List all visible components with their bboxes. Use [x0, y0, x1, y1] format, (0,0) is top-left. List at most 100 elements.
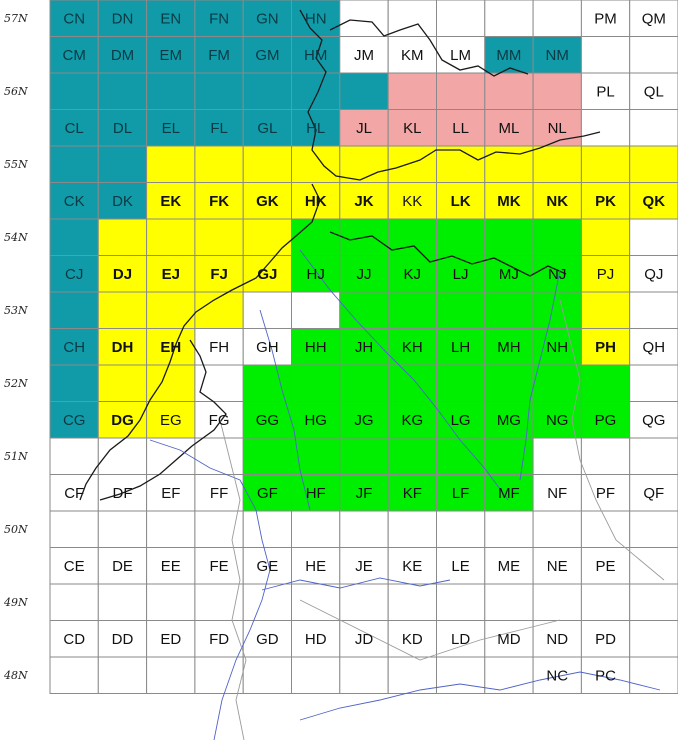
grid-cell [97, 72, 148, 110]
grid-label-kg: KG [401, 412, 423, 429]
river-weser [259, 309, 311, 511]
grid-label-hf: HF [306, 485, 326, 502]
grid-label-ef: EF [161, 485, 180, 502]
grid-label-pd: PD [595, 631, 616, 648]
grid-cell [580, 291, 631, 329]
grid-cell [580, 437, 631, 475]
grid-cell [387, 510, 438, 548]
river-main [261, 577, 451, 591]
grid-label-fg: FG [209, 412, 230, 429]
grid-cell [436, 255, 486, 293]
grid-cell [387, 36, 438, 74]
latitude-labels: 57N 56N 55N 54N 53N 52N 51N 50N 49N 48N [3, 12, 28, 682]
grid-cell [629, 656, 678, 694]
grid-label-me: ME [498, 558, 521, 575]
grid-cell [580, 36, 631, 74]
grid-cell [49, 474, 99, 512]
grid-cell [97, 145, 148, 183]
grid-cell [532, 364, 582, 402]
grid-label-jh: JH [355, 339, 373, 356]
grid-label-nd: ND [546, 631, 568, 648]
grid-cell [387, 620, 438, 658]
grid-cell [484, 145, 534, 183]
grid-cell [339, 510, 389, 548]
grid-label-lm: LM [450, 47, 471, 64]
grid-cell [580, 218, 631, 256]
grid-label-hh: HH [305, 339, 327, 356]
grid-label-cg: CG [63, 412, 86, 429]
grid-cell [242, 291, 292, 329]
grid-cell [97, 109, 148, 147]
grid-cell [242, 510, 292, 548]
grid-cell [387, 291, 438, 329]
grid-label-ml: ML [498, 120, 519, 137]
grid-label-cj: CJ [65, 266, 83, 283]
grid-label-ej: EJ [162, 266, 180, 283]
grid-cell [146, 72, 196, 110]
grid-label-nl: NL [548, 120, 567, 137]
grid-cell [146, 510, 196, 548]
grid-cell [580, 620, 631, 658]
grid-cell [242, 145, 292, 183]
grid-label-kd: KD [402, 631, 423, 648]
grid-cell [242, 218, 292, 256]
grid-label-cl: CL [65, 120, 84, 137]
grid-label-hj: HJ [307, 266, 325, 283]
latitude-label: 52N [4, 377, 28, 390]
grid-cell [580, 182, 631, 220]
grid-cell [580, 656, 631, 694]
grid-cell [49, 547, 99, 585]
grid-cell [484, 510, 534, 548]
grid-cell [146, 401, 196, 439]
grid-label-jl: JL [356, 120, 372, 137]
grid-cell [436, 328, 486, 366]
grid-cell [146, 109, 196, 147]
grid-label-je: JE [355, 558, 373, 575]
grid-cell [436, 401, 486, 439]
grid-label-gm: GM [255, 47, 279, 64]
grid-cell [242, 437, 292, 475]
grid-label-hm: HM [304, 47, 327, 64]
grid-cell [580, 328, 631, 366]
grid-label-dl: DL [113, 120, 132, 137]
grid-label-gn: GN [256, 10, 279, 27]
grid-label-qm: QM [642, 10, 666, 27]
grid-cell [387, 328, 438, 366]
grid-cell [242, 72, 292, 110]
coastline-denmark [299, 9, 601, 181]
grid-cell [146, 218, 196, 256]
grid-cell [436, 583, 486, 621]
grid-cell [436, 364, 486, 402]
latitude-label: 56N [4, 85, 28, 98]
grid-label-fe: FE [210, 558, 229, 575]
grid-label-eg: EG [160, 412, 182, 429]
grid-cell [387, 72, 438, 110]
grid-cell [580, 255, 631, 293]
grid-cell [49, 328, 99, 366]
grid-label-mm: MM [496, 47, 521, 64]
grid-cell [339, 182, 389, 220]
grid-cell [97, 182, 148, 220]
grid-label-hd: HD [305, 631, 327, 648]
grid-cell [339, 401, 389, 439]
grid-cell [629, 182, 678, 220]
latitude-label: 54N [4, 231, 28, 244]
grid-cell [339, 364, 389, 402]
grid-cell [387, 255, 438, 293]
grid-cell [291, 291, 341, 329]
grid-cell [532, 72, 582, 110]
grid-cell [49, 0, 99, 37]
coastline-north [329, 19, 529, 77]
coastline-baltic-south [329, 231, 567, 277]
grid-label-ch: CH [63, 339, 85, 356]
grid-cell [49, 401, 99, 439]
grid-cell [194, 510, 244, 548]
grid-cell [629, 218, 678, 256]
grid-cell [291, 656, 341, 694]
grid-label-kl: KL [403, 120, 421, 137]
grid-label-nf: NF [547, 485, 567, 502]
grid-cell [49, 218, 99, 256]
grid-cell [387, 182, 438, 220]
grid-cell [532, 401, 582, 439]
grid-cell [291, 218, 341, 256]
